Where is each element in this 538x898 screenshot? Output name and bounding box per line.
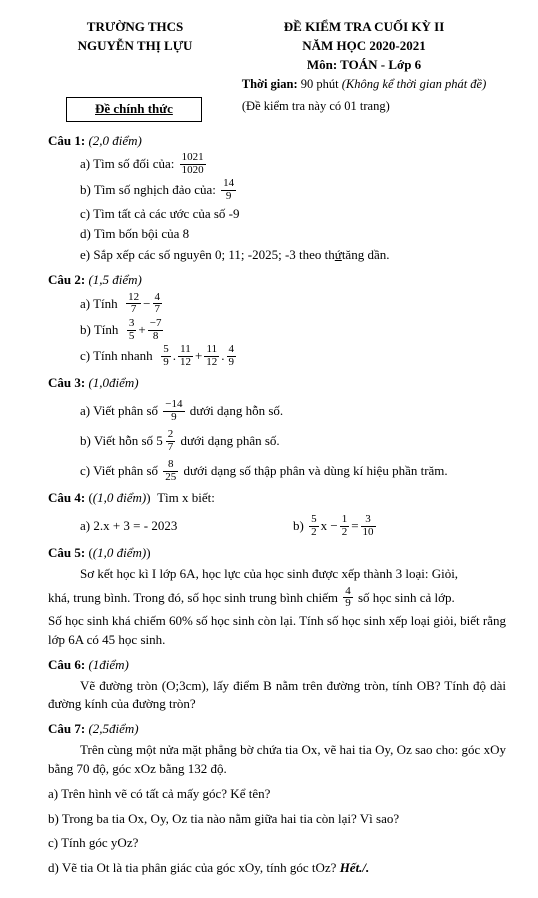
time-value: 90 phút: [301, 77, 339, 91]
question-3: Câu 3: (1,0điểm) a) Viết phân số −149 dư…: [48, 374, 506, 483]
q5-line1: Sơ kết học kì I lớp 6A, học lực của học …: [48, 565, 506, 584]
q2-title: Câu 2:: [48, 272, 85, 287]
q5-line2: khá, trung bình. Trong đó, số học sinh t…: [48, 586, 506, 610]
q7-intro: Trên cùng một nửa mặt phẳng bờ chứa tia …: [48, 741, 506, 779]
time-label: Thời gian:: [242, 77, 298, 91]
q1-title: Câu 1:: [48, 133, 85, 148]
question-2: Câu 2: (1,5 điểm) a) Tính 127 − 47 b) Tí…: [48, 271, 506, 368]
q5-line3: Số học sinh khá chiếm 60% số học sinh cò…: [48, 612, 506, 650]
q7-c: c) Tính góc yOz?: [48, 834, 506, 853]
q1-a-pre: a) Tìm số đối của:: [80, 155, 174, 174]
q2-pts: (1,5 điểm): [88, 272, 141, 287]
exam-page: TRƯỜNG THCS NGUYỄN THỊ LỰU ĐỀ KIỂM TRA C…: [0, 0, 538, 898]
school-block: TRƯỜNG THCS NGUYỄN THỊ LỰU: [48, 18, 222, 93]
q7-b: b) Trong ba tia Ox, Oy, Oz tia nào nằm g…: [48, 810, 506, 829]
q6-body: Vẽ đường tròn (O;3cm), lấy điểm B nằm tr…: [48, 677, 506, 715]
q5-pts: (1,0 điểm): [93, 545, 146, 560]
q1-b-frac: 14 9: [221, 178, 236, 202]
q1-c: c) Tìm tất cả các ước của số -9: [80, 205, 506, 224]
q3-a: a) Viết phân số −149 dưới dạng hỗn số.: [80, 399, 506, 423]
school-line-2: NGUYỄN THỊ LỰU: [48, 37, 222, 56]
question-7: Câu 7: (2,5điểm) Trên cùng một nửa mặt p…: [48, 720, 506, 878]
q6-title: Câu 6:: [48, 657, 85, 672]
q3-pts: (1,0điểm): [88, 375, 138, 390]
header-block: TRƯỜNG THCS NGUYỄN THỊ LỰU ĐỀ KIỂM TRA C…: [48, 18, 506, 93]
q7-a: a) Trên hình vẽ có tất cả mấy góc? Kể tê…: [48, 785, 506, 804]
q7-title: Câu 7:: [48, 721, 85, 736]
q5-title: Câu 5:: [48, 545, 85, 560]
q1-b-pre: b) Tìm số nghịch đảo của:: [80, 181, 216, 200]
q7-pts: (2,5điểm): [88, 721, 138, 736]
time-line: Thời gian: 90 phút (Không kể thời gian p…: [222, 75, 506, 93]
q4-tail: Tìm x biết:: [157, 490, 215, 505]
q3-title: Câu 3:: [48, 375, 85, 390]
school-line-1: TRƯỜNG THCS: [48, 18, 222, 37]
q4-a: a) 2.x + 3 = - 2023: [80, 514, 293, 538]
q4-b: b) 52 x − 12 = 310: [293, 514, 506, 538]
q2-b: b) Tính 35 + −78: [80, 318, 506, 342]
q7-d: d) Vẽ tia Ot là tia phân giác của góc xO…: [48, 859, 506, 878]
q1-b: b) Tìm số nghịch đảo của: 14 9: [80, 178, 506, 202]
q3-b: b) Viết hỗn số 5 27 dưới dạng phân số.: [80, 429, 506, 453]
time-note: (Không kể thời gian phát đề): [342, 77, 487, 91]
official-box: Đề chính thức: [66, 97, 202, 122]
q4-title: Câu 4:: [48, 490, 85, 505]
page-note: (Đề kiểm tra này có 01 trang): [242, 97, 390, 115]
title-line-3: Môn: TOÁN - Lớp 6: [222, 56, 506, 75]
title-line-1: ĐỀ KIỂM TRA CUỐI KỲ II: [222, 18, 506, 37]
q1-a-frac: 1021 1020: [180, 152, 206, 176]
question-1: Câu 1: (2,0 điểm) a) Tìm số đối của: 102…: [48, 132, 506, 266]
q3-c: c) Viết phân số 825 dưới dạng số thập ph…: [80, 459, 506, 483]
row-official: Đề chính thức (Đề kiểm tra này có 01 tra…: [48, 97, 506, 122]
q1-pts: (2,0 điểm): [88, 133, 141, 148]
question-5: Câu 5: ((1,0 điểm)) Sơ kết học kì I lớp …: [48, 544, 506, 649]
q4-pts: (1,0 điểm): [93, 490, 146, 505]
title-block: ĐỀ KIỂM TRA CUỐI KỲ II NĂM HỌC 2020-2021…: [222, 18, 506, 93]
mixed-number: 5 27: [156, 429, 177, 453]
q2-c: c) Tính nhanh 59 . 1112 + 1112 . 49: [80, 344, 506, 368]
question-4: Câu 4: ((1,0 điểm)) Tìm x biết: a) 2.x +…: [48, 489, 506, 538]
q6-pts: (1điểm): [88, 657, 128, 672]
question-6: Câu 6: (1điểm) Vẽ đường tròn (O;3cm), lấ…: [48, 656, 506, 715]
q2-a: a) Tính 127 − 47: [80, 292, 506, 316]
q1-e: e) Sắp xếp các số nguyên 0; 11; -2025; -…: [80, 246, 506, 265]
title-line-2: NĂM HỌC 2020-2021: [222, 37, 506, 56]
q1-a: a) Tìm số đối của: 1021 1020: [80, 152, 506, 176]
q1-d: d) Tìm bốn bội của 8: [80, 225, 506, 244]
